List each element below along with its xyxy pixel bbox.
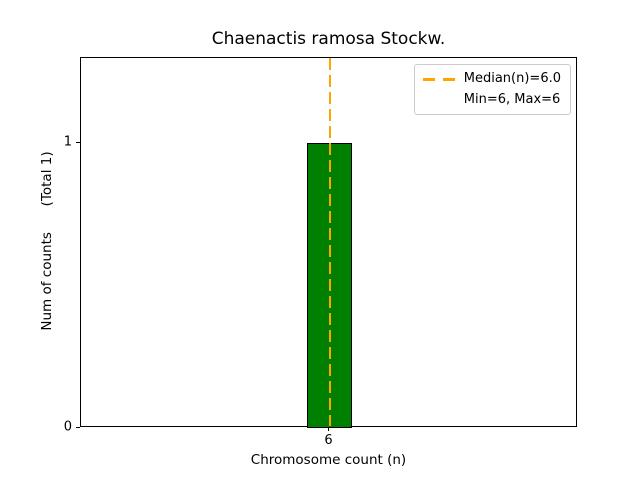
legend-entry-median: Median(n)=6.0 bbox=[422, 71, 561, 87]
median-line bbox=[328, 58, 331, 426]
y-tick-mark-1 bbox=[76, 141, 80, 143]
y-tick-label-0: 0 bbox=[63, 419, 72, 435]
legend-empty-handle bbox=[423, 99, 456, 102]
legend-entry-minmax: Min=6, Max=6 bbox=[423, 92, 561, 108]
dashed-line-icon bbox=[422, 77, 456, 81]
x-tick-mark-6 bbox=[328, 427, 329, 431]
y-axis-label: Num of counts (Total 1) bbox=[39, 151, 55, 331]
chart-title: Chaenactis ramosa Stockw. bbox=[211, 29, 446, 49]
x-tick-label-6: 6 bbox=[324, 433, 333, 448]
y-tick-label-1: 1 bbox=[63, 134, 72, 150]
plot-area: Median(n)=6.0 Min=6, Max=6 bbox=[80, 57, 577, 428]
legend: Median(n)=6.0 Min=6, Max=6 bbox=[413, 64, 571, 115]
legend-median-label: Median(n)=6.0 bbox=[463, 71, 561, 86]
legend-minmax-label: Min=6, Max=6 bbox=[463, 92, 561, 107]
x-axis-label: Chromosome count (n) bbox=[250, 452, 407, 468]
y-tick-mark-0 bbox=[76, 426, 80, 428]
